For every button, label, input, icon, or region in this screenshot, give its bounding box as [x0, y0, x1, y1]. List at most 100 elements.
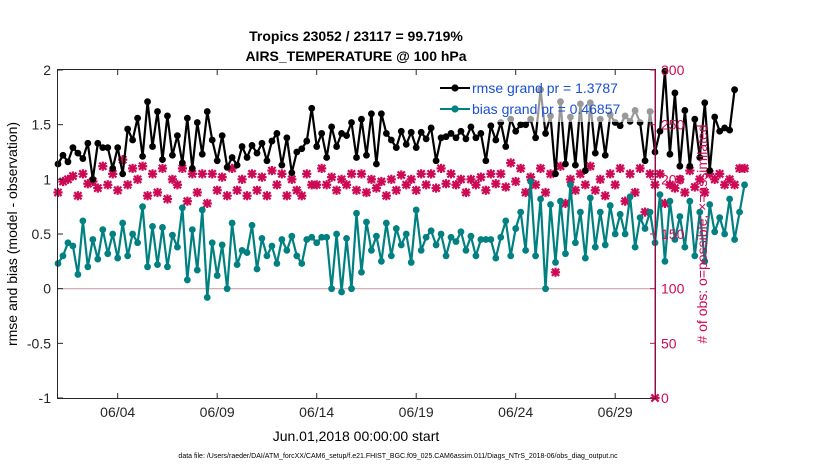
- rmse-point: [69, 144, 77, 152]
- rmse-point: [84, 139, 92, 147]
- bias-point: [193, 266, 201, 274]
- obs-marker: [605, 169, 615, 179]
- bias-point: [104, 250, 112, 258]
- rmse-point: [432, 157, 440, 165]
- obs-marker: [710, 174, 720, 184]
- obs-marker: [113, 185, 123, 195]
- obs-marker: [93, 183, 103, 193]
- y-left-tick-label: 0.5: [32, 226, 52, 242]
- rmse-point: [392, 144, 400, 152]
- rmse-point: [363, 151, 370, 159]
- rmse-point: [492, 136, 500, 144]
- bias-point: [581, 254, 589, 262]
- obs-marker: [426, 169, 436, 179]
- rmse-point: [79, 155, 87, 162]
- rmse-point: [382, 130, 390, 137]
- rmse-point: [368, 110, 375, 118]
- obs-marker: [590, 185, 600, 195]
- x-tick-label: 06/04: [100, 404, 135, 420]
- bias-point: [144, 263, 151, 271]
- bias-point: [477, 236, 485, 243]
- bias-point: [417, 247, 425, 254]
- rmse-point: [218, 132, 226, 140]
- obs-marker: [232, 185, 242, 195]
- bias-point: [188, 226, 196, 234]
- bias-point: [278, 236, 286, 243]
- bias-point: [373, 232, 380, 240]
- bias-point: [636, 214, 644, 222]
- bias-point: [681, 243, 689, 251]
- bias-point: [377, 257, 385, 265]
- rmse-point: [472, 134, 480, 142]
- bias-point: [258, 234, 266, 242]
- legend-box: [440, 82, 653, 122]
- bias-point: [248, 221, 256, 229]
- rmse-point: [238, 143, 246, 150]
- bias-point: [442, 252, 450, 260]
- rmse-point: [407, 128, 415, 136]
- bias-point: [721, 230, 729, 238]
- obs-marker: [202, 198, 212, 208]
- bias-point: [129, 230, 137, 238]
- obs-marker: [282, 191, 292, 201]
- rmse-point: [716, 127, 724, 135]
- bias-point: [268, 242, 276, 250]
- rmse-point: [731, 86, 738, 94]
- obs-marker: [182, 196, 192, 206]
- rmse-point: [323, 154, 331, 161]
- rmse-point: [99, 144, 107, 152]
- obs-marker: [157, 163, 168, 173]
- bias-point: [99, 226, 107, 234]
- bias-point: [368, 247, 375, 254]
- bias-point: [387, 252, 395, 260]
- obs-marker: [341, 180, 352, 190]
- bias-point: [482, 236, 490, 243]
- obs-marker: [142, 191, 153, 201]
- bias-point: [333, 230, 340, 238]
- rmse-point: [119, 170, 127, 178]
- bias-point: [447, 233, 455, 241]
- rmse-point: [387, 136, 395, 144]
- bias-point: [726, 195, 734, 203]
- obs-marker: [406, 174, 416, 184]
- obs-marker: [322, 180, 332, 190]
- rmse-point: [203, 108, 211, 115]
- bias-point: [412, 206, 420, 214]
- obs-marker: [361, 187, 372, 198]
- bias-point: [169, 231, 176, 239]
- obs-marker: [486, 169, 496, 179]
- bias-point: [716, 214, 724, 222]
- rmse-point: [591, 149, 599, 157]
- bias-point: [174, 243, 181, 251]
- bias-point: [641, 225, 649, 232]
- rmse-point: [691, 115, 699, 123]
- rmse-point: [124, 125, 132, 133]
- bias-point: [183, 276, 191, 284]
- legend: rmse grand pr = 1.3787 bias grand pr = 0…: [440, 80, 653, 122]
- legend-bias-label: bias grand pr = 0.46857: [472, 101, 620, 117]
- rmse-point: [283, 134, 291, 142]
- x-tick-label: 06/14: [299, 404, 334, 420]
- rmse-point: [353, 154, 360, 161]
- bias-point: [298, 260, 306, 267]
- bias-point: [616, 210, 624, 218]
- chart-title-line2: AIRS_TEMPERATURE @ 100 hPa: [245, 48, 466, 64]
- obs-marker: [640, 207, 650, 217]
- rmse-point: [442, 133, 450, 141]
- bias-point: [452, 238, 460, 246]
- obs-marker: [376, 176, 386, 187]
- bias-line: [57, 180, 746, 299]
- rmse-point: [616, 122, 624, 130]
- bias-point: [288, 232, 296, 240]
- obs-marker: [207, 169, 217, 179]
- obs-marker: [212, 185, 222, 195]
- obs-marker: [98, 161, 108, 171]
- rmse-point: [298, 145, 306, 153]
- bias-point: [472, 252, 480, 260]
- obs-marker: [516, 163, 526, 173]
- rmse-point: [447, 130, 455, 137]
- legend-rmse-marker: [451, 84, 459, 92]
- bias-point: [666, 197, 674, 205]
- obs-marker: [471, 180, 481, 190]
- rmse-point: [213, 157, 221, 165]
